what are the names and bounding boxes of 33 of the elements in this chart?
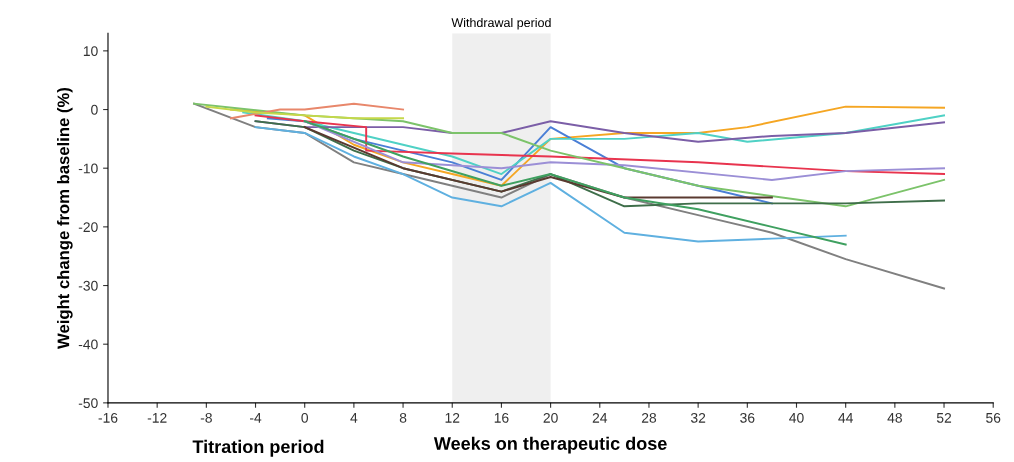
x-axis-title: Weeks on therapeutic dose bbox=[433, 436, 667, 454]
x-tick-label: 16 bbox=[494, 412, 509, 423]
x-tick-label: 40 bbox=[789, 412, 804, 423]
text: Titration period bbox=[192, 439, 324, 457]
x-tick-label: -4 bbox=[249, 413, 262, 423]
line-series bbox=[193, 102, 945, 208]
x-tick-label: -16 bbox=[98, 412, 118, 423]
x-tick-label: 36 bbox=[740, 412, 755, 423]
x-tick-label: 12 bbox=[445, 412, 460, 423]
x-tick-label: 24 bbox=[592, 412, 608, 423]
line-series bbox=[303, 126, 773, 199]
x-tick-label: 28 bbox=[641, 412, 657, 423]
x-tick-label: 4 bbox=[350, 413, 358, 423]
y-tick-label: -40 bbox=[78, 339, 98, 350]
y-tick-label: -50 bbox=[78, 398, 98, 409]
y-tick-label: -10 bbox=[78, 163, 98, 174]
x-tick-label: 32 bbox=[690, 412, 706, 423]
x-tick-label: 44 bbox=[838, 413, 853, 423]
y-tick-label: 10 bbox=[83, 46, 98, 57]
x-tick-label: 20 bbox=[543, 412, 558, 423]
x-tick-label: 56 bbox=[986, 412, 1001, 423]
x-tick-label: 0 bbox=[301, 412, 309, 423]
y-axis-title: Weight change from baseline (%) bbox=[57, 88, 73, 349]
y-tick-label: -30 bbox=[78, 280, 98, 291]
x-tick-label: 48 bbox=[887, 412, 902, 423]
x-tick-label: -12 bbox=[147, 412, 167, 423]
line-series bbox=[205, 105, 405, 120]
band-label: Withdrawal period bbox=[451, 17, 551, 30]
x-tick-label: 52 bbox=[936, 412, 952, 423]
y-tick-label: -20 bbox=[78, 222, 98, 233]
x-tick-label: 8 bbox=[399, 412, 407, 423]
x-tick-label: -8 bbox=[200, 412, 212, 423]
y-tick-label: 0 bbox=[91, 104, 98, 115]
